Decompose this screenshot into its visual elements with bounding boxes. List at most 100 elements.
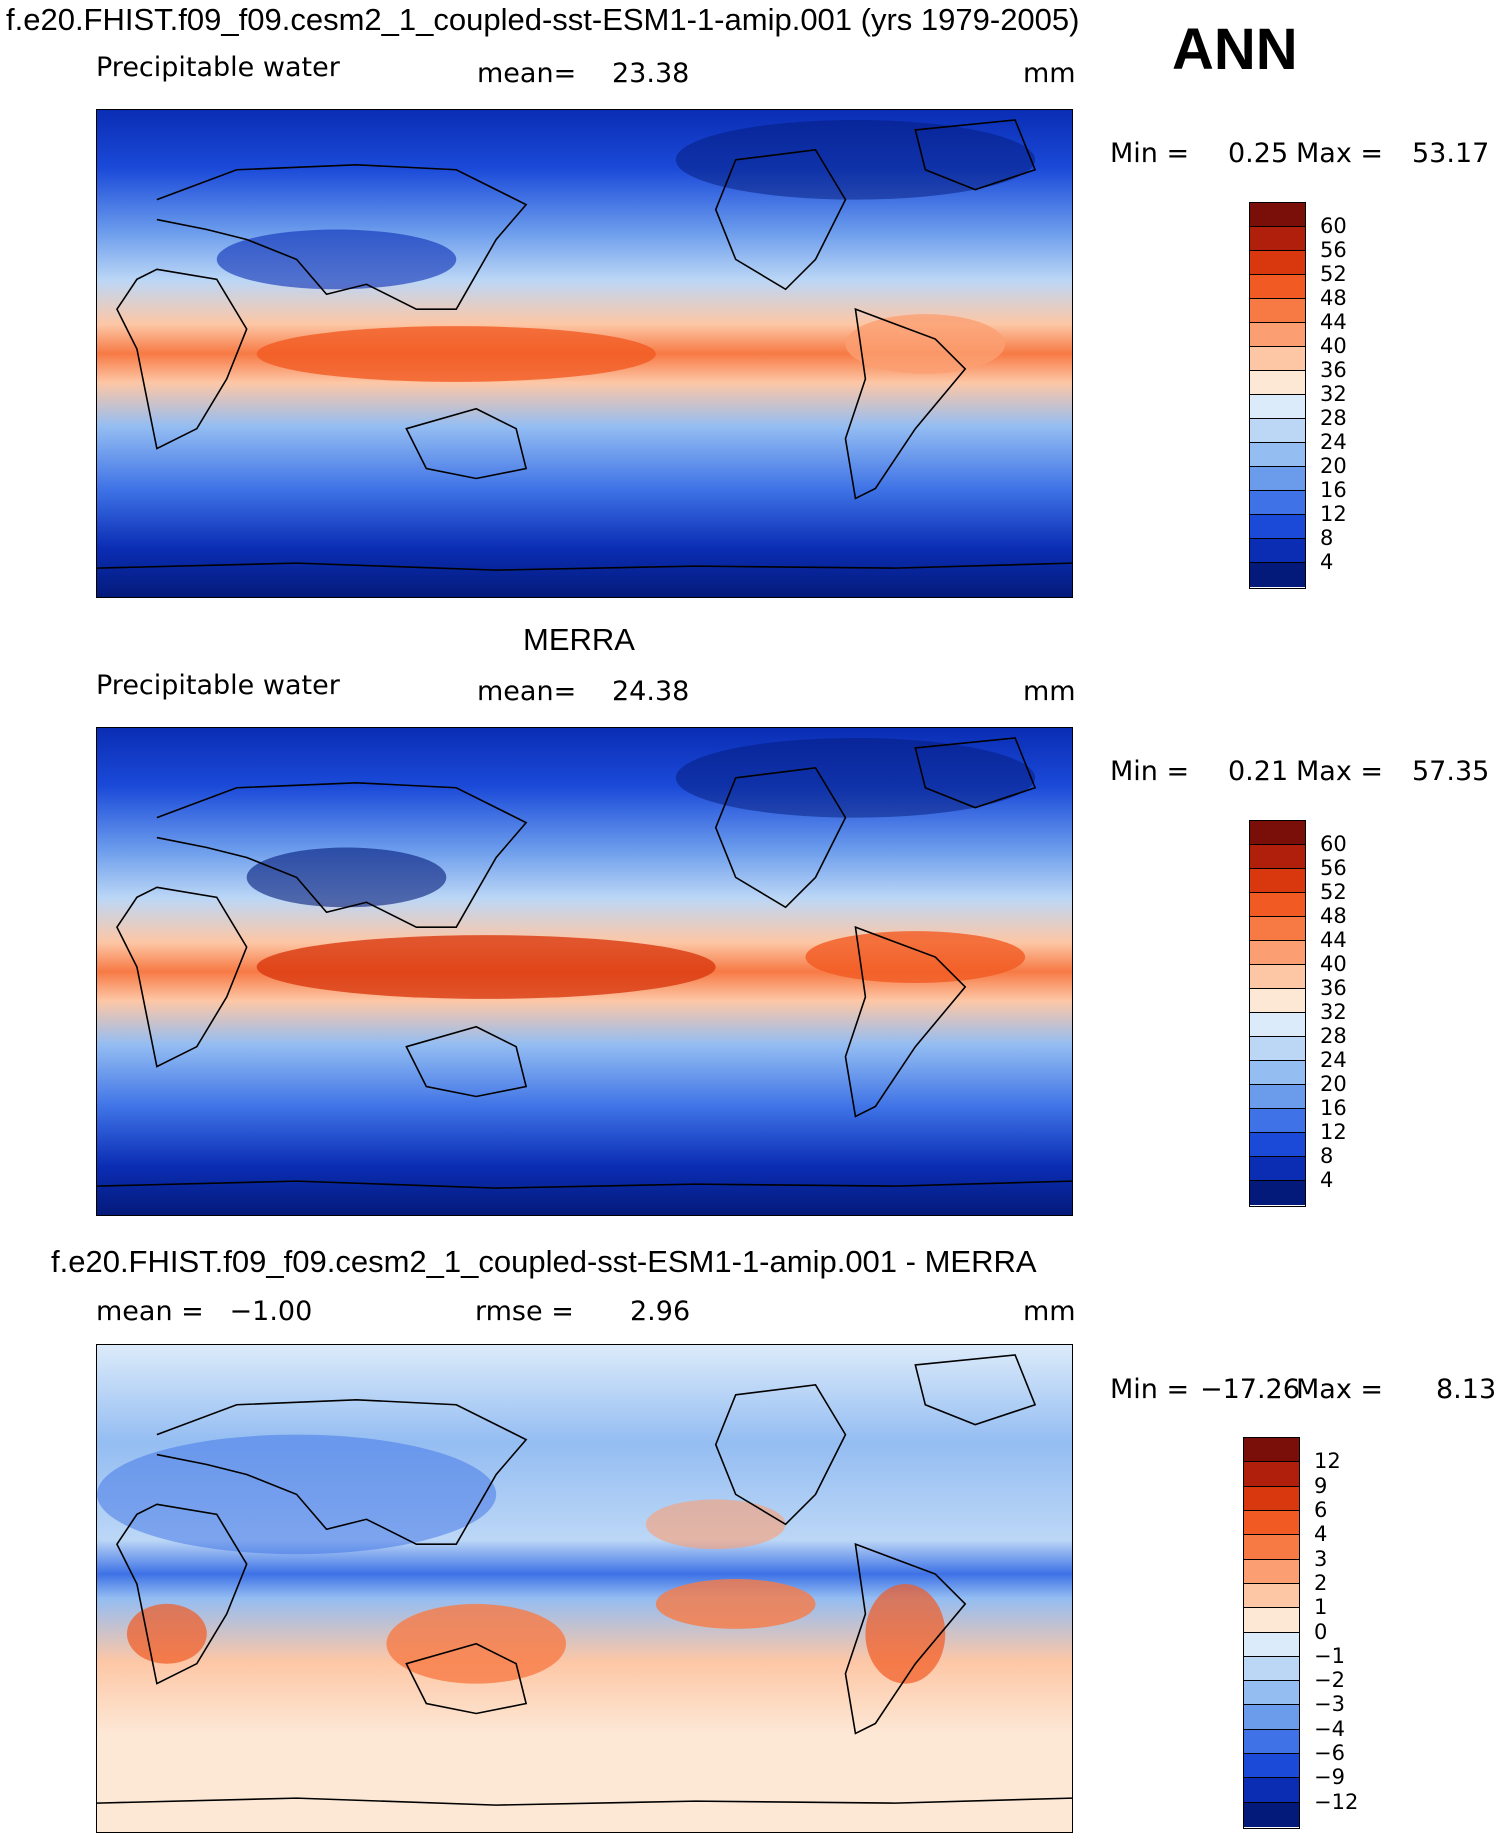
panel-diff-min-value: −17.26	[1200, 1374, 1300, 1405]
colorbar-segment	[1244, 1559, 1299, 1584]
colorbar-tick-label: −3	[1314, 1692, 1345, 1717]
colorbar-segment	[1250, 323, 1305, 347]
colorbar-tick-label: 1	[1314, 1595, 1328, 1620]
panel-obs-mean-value: 24.38	[612, 676, 690, 707]
colorbar-tick-label: 3	[1314, 1546, 1328, 1571]
colorbar-segment	[1250, 227, 1305, 251]
colorbar-tick-label: 32	[1320, 382, 1347, 406]
panel-diff-field	[97, 1345, 1072, 1832]
colorbar-tick-label: 2	[1314, 1570, 1328, 1595]
colorbar-tick-label: 36	[1320, 976, 1347, 1000]
colorbar-tick-label: −2	[1314, 1668, 1345, 1693]
colorbar-segment	[1250, 845, 1305, 869]
panel-model-min-value: 0.25	[1228, 138, 1289, 169]
colorbar-segment	[1244, 1583, 1299, 1609]
colorbar-tick-label: 12	[1320, 1120, 1347, 1144]
panel-obs-title: MERRA	[523, 622, 635, 657]
panel-diff-rmse-label: rmse =	[475, 1296, 574, 1327]
colorbar-tick-label: 0	[1314, 1619, 1328, 1644]
colorbar-segment	[1250, 1085, 1305, 1109]
panel-obs-colorbar	[1249, 820, 1306, 1207]
panel-obs-min-label: Min =	[1110, 756, 1190, 787]
panel-diff-units: mm	[1023, 1296, 1076, 1327]
colorbar-tick-label: 16	[1320, 478, 1347, 502]
colorbar-tick-label: −4	[1314, 1716, 1345, 1741]
colorbar-tick-label: −6	[1314, 1741, 1345, 1766]
colorbar-segment	[1250, 869, 1305, 893]
colorbar-segment	[1250, 1013, 1305, 1037]
panel-diff-colorbar	[1243, 1437, 1300, 1829]
panel-obs-mean-label: mean=	[477, 676, 577, 707]
panel-model-map	[96, 109, 1073, 598]
colorbar-tick-label: 56	[1320, 856, 1347, 880]
panel-obs-field	[97, 728, 1072, 1215]
colorbar-segment	[1250, 965, 1305, 989]
panel-obs-map	[96, 727, 1073, 1216]
colorbar-tick-label: 20	[1320, 1072, 1347, 1096]
colorbar-tick-label: 28	[1320, 406, 1347, 430]
colorbar-segment	[1250, 893, 1305, 917]
colorbar-tick-label: 8	[1320, 526, 1334, 550]
colorbar-tick-label: 48	[1320, 904, 1347, 928]
colorbar-segment	[1244, 1535, 1299, 1560]
colorbar-tick-label: 20	[1320, 454, 1347, 478]
colorbar-segment	[1244, 1802, 1299, 1827]
colorbar-segment	[1244, 1608, 1299, 1633]
colorbar-tick-label: 16	[1320, 1096, 1347, 1120]
panel-diff-map	[96, 1344, 1073, 1833]
colorbar-tick-label: 48	[1320, 286, 1347, 310]
colorbar-segment	[1250, 563, 1305, 587]
colorbar-segment	[1250, 491, 1305, 515]
panel-model-mean-label: mean=	[477, 58, 577, 89]
colorbar-tick-label: 52	[1320, 262, 1347, 286]
panel-model-max-value: 53.17	[1412, 138, 1490, 169]
colorbar-segment	[1244, 1681, 1299, 1706]
colorbar-tick-label: 9	[1314, 1473, 1328, 1498]
colorbar-segment	[1250, 299, 1305, 323]
colorbar-tick-label: 12	[1320, 502, 1347, 526]
colorbar-segment	[1250, 821, 1305, 845]
colorbar-tick-label: −12	[1314, 1789, 1359, 1814]
panel-diff-max-value: 8.13	[1436, 1374, 1497, 1405]
colorbar-tick-label: 40	[1320, 334, 1347, 358]
colorbar-segment	[1250, 395, 1305, 419]
colorbar-segment	[1250, 1037, 1305, 1061]
colorbar-segment	[1244, 1438, 1299, 1463]
panel-diff-mean-stat: mean = −1.00	[96, 1296, 313, 1327]
panel-obs-max-value: 57.35	[1412, 756, 1490, 787]
colorbar-segment	[1244, 1656, 1299, 1682]
colorbar-tick-label: 8	[1320, 1144, 1334, 1168]
panel-obs-min-value: 0.21	[1228, 756, 1289, 787]
panel-diff-rmse-value: 2.96	[630, 1296, 691, 1327]
colorbar-tick-label: 24	[1320, 430, 1347, 454]
panel-model-min-label: Min =	[1110, 138, 1190, 169]
panel-model-max-label: Max =	[1296, 138, 1384, 169]
season-label: ANN	[1172, 17, 1298, 82]
colorbar-tick-label: 40	[1320, 952, 1347, 976]
colorbar-tick-label: 4	[1320, 550, 1334, 574]
colorbar-segment	[1244, 1705, 1299, 1730]
colorbar-tick-label: 32	[1320, 1000, 1347, 1024]
colorbar-segment	[1250, 419, 1305, 443]
panel-diff-min-label: Min =	[1110, 1374, 1190, 1405]
colorbar-segment	[1250, 467, 1305, 491]
panel-model-colorbar	[1249, 202, 1306, 589]
colorbar-tick-label: 56	[1320, 238, 1347, 262]
colorbar-tick-label: 28	[1320, 1024, 1347, 1048]
colorbar-segment	[1250, 539, 1305, 563]
colorbar-segment	[1244, 1729, 1299, 1755]
colorbar-segment	[1250, 371, 1305, 395]
colorbar-segment	[1250, 1061, 1305, 1085]
colorbar-tick-label: 52	[1320, 880, 1347, 904]
colorbar-tick-label: −9	[1314, 1765, 1345, 1790]
panel-diff-title: f.e20.FHIST.f09_f09.cesm2_1_coupled-sst-…	[51, 1244, 1037, 1279]
colorbar-segment	[1250, 1157, 1305, 1181]
colorbar-tick-label: 6	[1314, 1497, 1328, 1522]
figure-title: f.e20.FHIST.f09_f09.cesm2_1_coupled-sst-…	[6, 2, 1080, 37]
panel-model-field	[97, 110, 1072, 597]
colorbar-segment	[1244, 1486, 1299, 1511]
panel-obs-units: mm	[1023, 676, 1076, 707]
colorbar-segment	[1250, 203, 1305, 227]
colorbar-segment	[1250, 1133, 1305, 1157]
colorbar-tick-label: 36	[1320, 358, 1347, 382]
